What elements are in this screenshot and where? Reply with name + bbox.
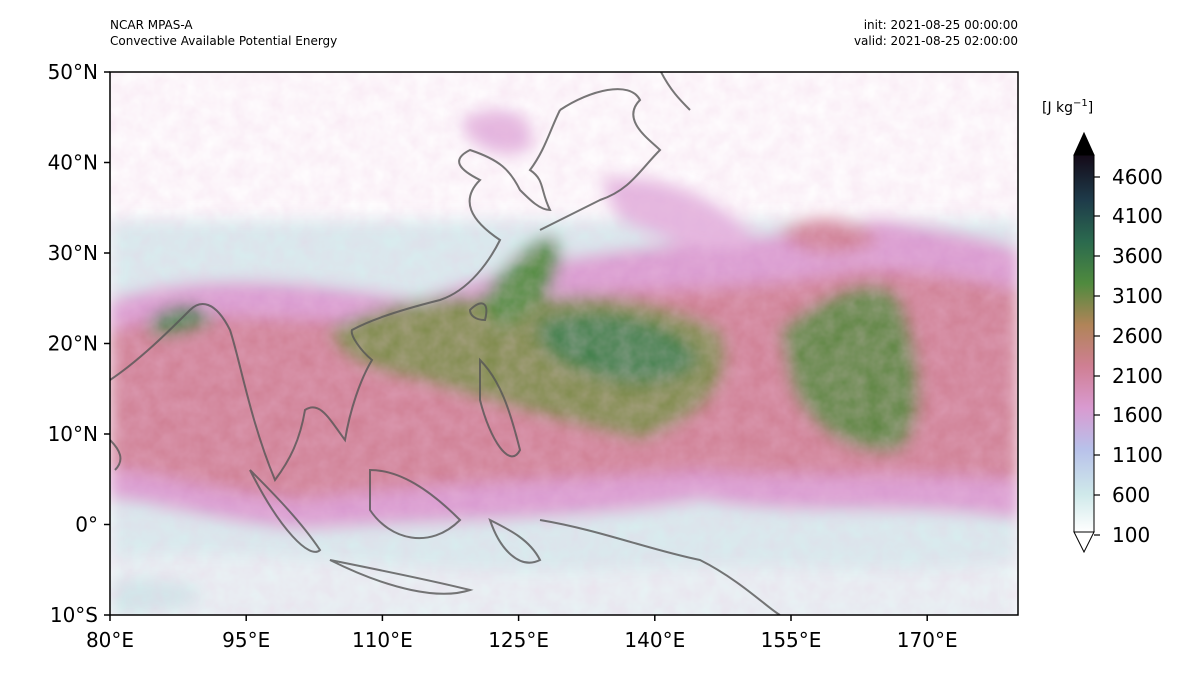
units-suffix: ] — [1088, 100, 1093, 116]
latitude-axis: 50°N 40°N 30°N 20°N 10°N 0° 10°S — [48, 60, 110, 627]
lon-label-125e: 125°E — [488, 628, 549, 652]
lon-label-110e: 110°E — [352, 628, 413, 652]
plot-title-right: init: 2021-08-25 00:00:00 valid: 2021-08… — [700, 17, 1018, 49]
coastlines — [110, 72, 781, 615]
lon-label-140e: 140°E — [624, 628, 685, 652]
colorbar-label-4600: 4600 — [1112, 165, 1163, 189]
colorbar-label-4100: 4100 — [1112, 204, 1163, 228]
units-prefix: [J kg — [1042, 100, 1073, 116]
lat-label-40n: 40°N — [48, 151, 98, 175]
colorbar-label-600: 600 — [1112, 483, 1150, 507]
cape-field — [110, 72, 1018, 615]
valid-time: valid: 2021-08-25 02:00:00 — [853, 34, 1018, 48]
colorbar-scale — [1073, 154, 1095, 533]
units-exponent: −1 — [1073, 98, 1088, 109]
lat-label-0: 0° — [75, 513, 98, 537]
colorbar-units: [J kg−1] — [1042, 98, 1093, 116]
lat-label-30n: 30°N — [48, 241, 98, 265]
lon-label-95e: 95°E — [222, 628, 270, 652]
lon-label-155e: 155°E — [761, 628, 822, 652]
model-name: NCAR MPAS-A — [110, 18, 193, 32]
lat-label-50n: 50°N — [48, 60, 98, 84]
colorbar-label-100: 100 — [1112, 523, 1150, 547]
longitude-axis: 80°E 95°E 110°E 125°E 140°E 155°E 170°E — [86, 615, 958, 652]
colorbar-extend-max — [1073, 131, 1095, 156]
colorbar-extend-min — [1073, 531, 1095, 554]
colorbar-label-2100: 2100 — [1112, 364, 1163, 388]
lon-label-80e: 80°E — [86, 628, 134, 652]
colorbar-label-3100: 3100 — [1112, 284, 1163, 308]
colorbar-label-1600: 1600 — [1112, 403, 1163, 427]
field-name: Convective Available Potential Energy — [110, 34, 338, 48]
lat-label-10n: 10°N — [48, 422, 98, 446]
init-time: init: 2021-08-25 00:00:00 — [863, 18, 1018, 32]
lat-label-10s: 10°S — [50, 603, 98, 627]
colorbar-label-1100: 1100 — [1112, 443, 1163, 467]
lat-label-20n: 20°N — [48, 332, 98, 356]
colorbar-label-2600: 2600 — [1112, 324, 1163, 348]
lon-label-170e: 170°E — [897, 628, 958, 652]
plot-title-left: NCAR MPAS-A Convective Available Potenti… — [110, 17, 337, 49]
colorbar: [J kg−1] 4600 4100 3600 3100 2600 2100 1… — [1042, 98, 1163, 554]
colorbar-label-3600: 3600 — [1112, 244, 1163, 268]
